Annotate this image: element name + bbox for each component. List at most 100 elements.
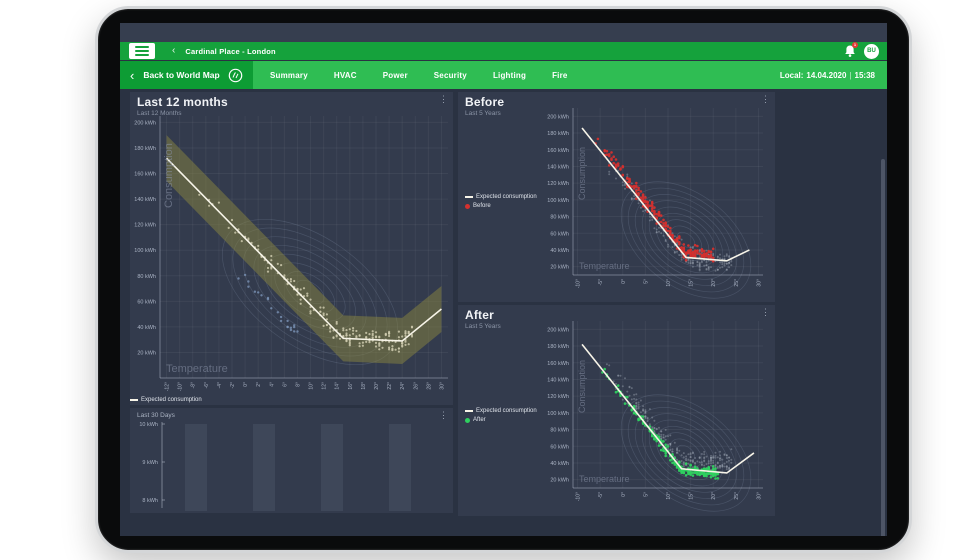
panel-menu-icon[interactable]: ⋮ — [761, 94, 770, 104]
svg-text:40 kWh: 40 kWh — [550, 248, 569, 254]
app-bar: ‹ Cardinal Place - London 1 BU — [120, 42, 887, 60]
svg-text:15°: 15° — [689, 492, 695, 500]
svg-text:140 kWh: 140 kWh — [547, 164, 569, 170]
svg-text:100 kWh: 100 kWh — [134, 248, 156, 254]
legend-label: After — [473, 417, 486, 423]
svg-text:15°: 15° — [689, 279, 695, 287]
panel-menu-icon[interactable]: ⋮ — [439, 94, 448, 104]
svg-text:60 kWh: 60 kWh — [550, 231, 569, 237]
vertical-scrollbar[interactable] — [881, 159, 885, 536]
svg-text:80 kWh: 80 kWh — [137, 274, 156, 280]
svg-text:120 kWh: 120 kWh — [547, 394, 569, 400]
svg-text:-2°: -2° — [230, 382, 236, 388]
nav-bar: ‹ Back to World Map Summary HVAC Power Secu… — [120, 61, 887, 89]
panel-subtitle: Last 30 Days — [137, 412, 175, 419]
chart-legend: Expected consumption After — [465, 408, 537, 423]
hamburger-menu-icon[interactable] — [129, 43, 155, 59]
svg-text:0°: 0° — [621, 279, 627, 284]
svg-text:60 kWh: 60 kWh — [137, 299, 156, 305]
svg-text:28°: 28° — [426, 382, 432, 390]
svg-text:160 kWh: 160 kWh — [134, 172, 156, 178]
panel-menu-icon[interactable]: ⋮ — [761, 307, 770, 317]
svg-text:200 kWh: 200 kWh — [134, 120, 156, 126]
notifications-bell-icon[interactable]: 1 — [844, 42, 858, 58]
legend-item: Expected consumption — [465, 408, 537, 414]
svg-text:Consumption: Consumption — [577, 360, 587, 413]
svg-text:20°: 20° — [374, 382, 380, 390]
notification-badge: 1 — [852, 42, 858, 48]
nav-tab-fire[interactable]: Fire — [552, 70, 568, 80]
legend-label: Expected consumption — [476, 194, 537, 200]
back-to-world-map-button[interactable]: ‹ Back to World Map — [120, 61, 253, 89]
svg-text:30°: 30° — [439, 382, 445, 390]
svg-text:20 kWh: 20 kWh — [137, 350, 156, 356]
panel-title: After — [465, 308, 495, 322]
svg-text:25°: 25° — [734, 492, 740, 500]
svg-text:30°: 30° — [756, 279, 762, 287]
legend-dot-swatch — [465, 417, 470, 423]
panel-subtitle: Last 5 Years — [465, 110, 501, 117]
svg-text:20 kWh: 20 kWh — [550, 265, 569, 271]
nav-tab-security[interactable]: Security — [433, 70, 467, 80]
svg-text:10°: 10° — [309, 382, 315, 390]
svg-text:Temperature: Temperature — [579, 474, 630, 484]
legend-line-swatch — [465, 196, 473, 198]
svg-text:8 kWh: 8 kWh — [142, 498, 158, 504]
svg-text:100 kWh: 100 kWh — [547, 198, 569, 204]
svg-text:14°: 14° — [335, 382, 341, 390]
tablet-frame: ‹ Cardinal Place - London 1 BU ‹ — [95, 6, 912, 553]
svg-text:100 kWh: 100 kWh — [547, 411, 569, 417]
user-avatar[interactable]: BU — [864, 43, 879, 59]
nav-tab-power[interactable]: Power — [382, 70, 408, 80]
svg-text:-5°: -5° — [598, 492, 604, 498]
svg-text:180 kWh: 180 kWh — [547, 131, 569, 137]
building-title: Cardinal Place - London — [185, 46, 276, 56]
svg-text:Temperature: Temperature — [166, 363, 228, 375]
svg-text:60 kWh: 60 kWh — [550, 444, 569, 450]
legend-dot-swatch — [465, 203, 470, 209]
panel-menu-icon[interactable]: ⋮ — [439, 410, 448, 420]
svg-text:40 kWh: 40 kWh — [137, 325, 156, 331]
svg-text:20°: 20° — [711, 492, 717, 500]
svg-text:140 kWh: 140 kWh — [134, 197, 156, 203]
nav-tab-lighting[interactable]: Lighting — [492, 70, 527, 80]
legend-line-swatch — [465, 410, 473, 412]
panel-last-30-days: Last 30 Days ⋮ 10 kWh 9 kWh 8 kWh — [130, 408, 453, 513]
back-to-world-map-label: Back to World Map — [143, 70, 220, 80]
dashboard-content: Last 12 months Last 12 Months ⋮ 20 kWh 40… — [120, 89, 887, 536]
svg-text:-10°: -10° — [178, 382, 184, 391]
back-chevron-icon[interactable]: ‹ — [172, 45, 176, 56]
svg-text:30°: 30° — [756, 492, 762, 500]
local-label: Local: — [779, 70, 804, 80]
svg-text:22°: 22° — [387, 382, 393, 390]
nav-tab-hvac[interactable]: HVAC — [333, 70, 357, 80]
svg-text:-12°: -12° — [165, 382, 171, 391]
svg-text:-8°: -8° — [191, 382, 197, 388]
svg-text:-6°: -6° — [204, 382, 210, 388]
panel-last-12-months: Last 12 months Last 12 Months ⋮ 20 kWh 40… — [130, 92, 453, 405]
svg-text:10°: 10° — [666, 279, 672, 287]
nav-tabs: Summary HVAC Power Security Lighting Fire — [253, 61, 737, 89]
svg-text:-5°: -5° — [598, 279, 604, 285]
svg-text:6°: 6° — [282, 382, 288, 387]
panel-subtitle: Last 12 Months — [137, 110, 182, 117]
legend-label: Expected consumption — [476, 408, 537, 414]
chart-legend: Expected consumption Before — [465, 194, 537, 209]
svg-text:200 kWh: 200 kWh — [547, 114, 569, 120]
before-chart: 20 kWh 40 kWh 60 kWh 80 kWh 100 kWh 120 kWh 14… — [547, 108, 763, 299]
legend-label: Before — [473, 203, 491, 209]
panel-after: After Last 5 Years ⋮ 20 kWh 40 kWh 60 kWh 8… — [458, 305, 775, 516]
panel-title: Last 12 months — [137, 95, 228, 109]
nav-tab-summary[interactable]: Summary — [270, 70, 308, 80]
status-strip — [120, 23, 887, 42]
dashboard-screen: ‹ Cardinal Place - London 1 BU ‹ — [120, 23, 887, 536]
svg-text:80 kWh: 80 kWh — [550, 428, 569, 434]
legend-line-swatch — [130, 399, 138, 401]
svg-text:-10°: -10° — [576, 279, 582, 288]
svg-text:120 kWh: 120 kWh — [134, 223, 156, 229]
after-chart: 20 kWh 40 kWh 60 kWh 80 kWh 100 kWh 120 kWh 14… — [547, 321, 763, 512]
svg-text:Consumption: Consumption — [163, 143, 175, 208]
svg-text:200 kWh: 200 kWh — [547, 327, 569, 333]
svg-text:0°: 0° — [243, 382, 249, 387]
svg-text:-4°: -4° — [217, 382, 223, 388]
